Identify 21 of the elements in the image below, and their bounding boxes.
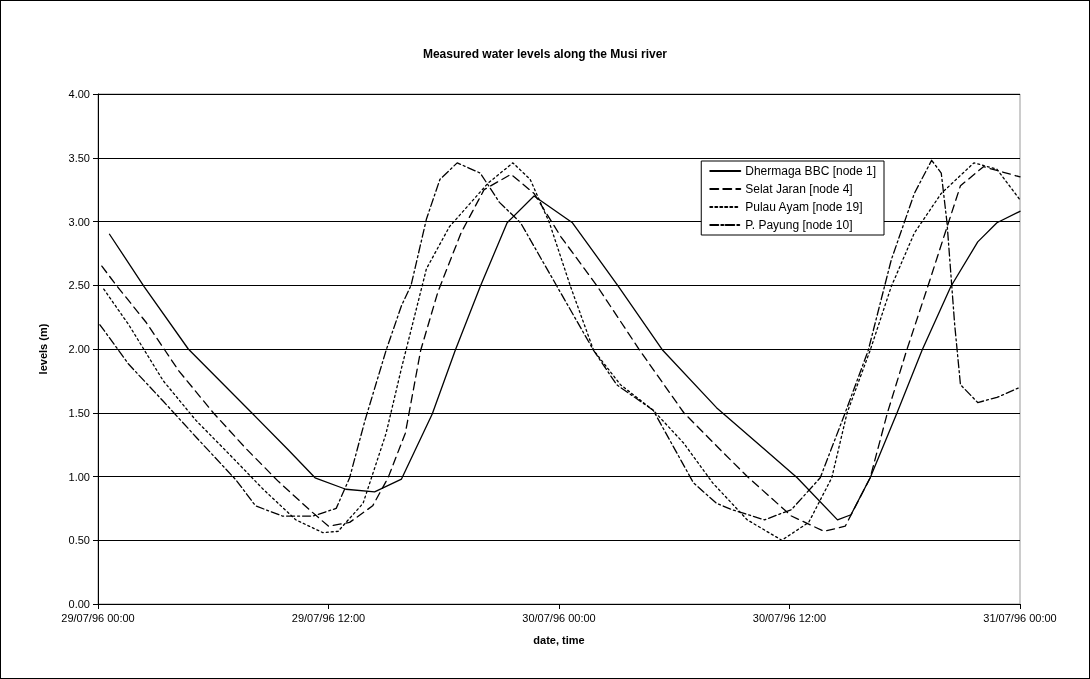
y-tick-label: 4.00 [68,88,90,100]
y-tick-label: 3.50 [68,151,90,164]
chart-title: Measured water levels along the Musi river [422,47,668,61]
y-tick-label: 3.00 [68,215,90,228]
y-tick-label: 0.00 [68,598,90,610]
y-tick-label: 2.50 [68,279,90,292]
y-tick-label: 2.00 [68,343,90,355]
x-tick-label: 30/07/96 12:00 [752,611,827,624]
legend-label: Pulau Ayam [node 19] [745,200,863,214]
legend-label: Dhermaga BBC [node 1] [745,164,877,178]
x-tick-label: 29/07/96 00:00 [61,611,135,624]
x-tick-label: 31/07/96 00:00 [983,611,1057,624]
y-axis-title: levels (m) [36,323,49,375]
x-tick-label: 29/07/96 12:00 [291,611,366,624]
legend-label: P. Payung [node 10] [745,218,853,232]
legend-label: Selat Jaran [node 4] [745,182,853,196]
x-axis-title: date, time [533,633,585,646]
x-tick-label: 30/07/96 00:00 [522,611,596,624]
y-tick-label: 0.50 [68,534,90,547]
y-tick-label: 1.00 [68,470,90,483]
y-tick-label: 1.50 [68,406,90,419]
